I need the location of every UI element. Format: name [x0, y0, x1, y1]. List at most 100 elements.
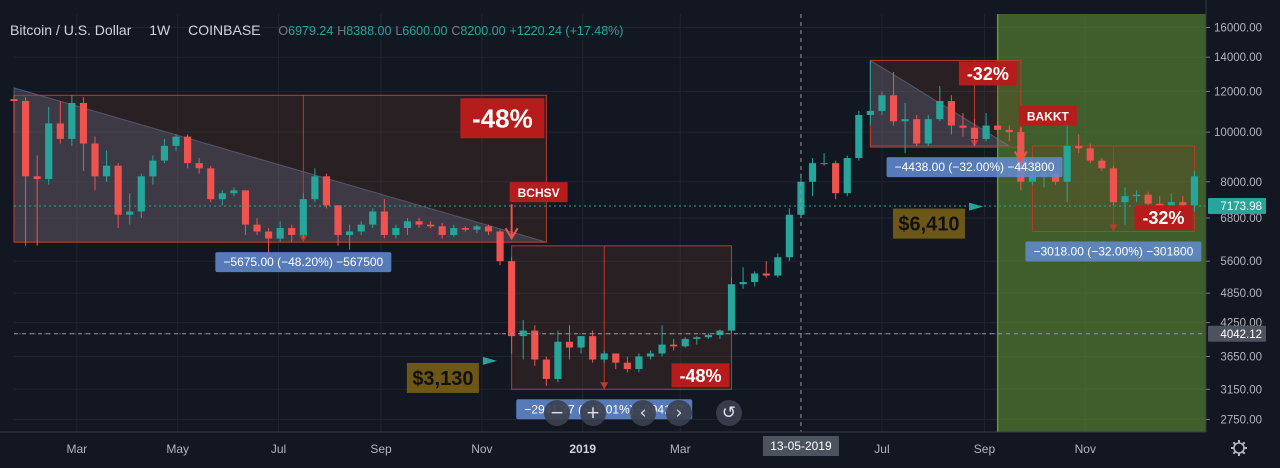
candle[interactable]: [450, 224, 458, 237]
candle[interactable]: [970, 119, 979, 146]
candle[interactable]: [913, 114, 921, 146]
candle[interactable]: [369, 208, 377, 229]
candle[interactable]: [635, 353, 643, 373]
candle[interactable]: [855, 110, 863, 161]
candle[interactable]: [1086, 143, 1094, 164]
candle[interactable]: [762, 261, 770, 278]
candle[interactable]: [114, 163, 122, 229]
candle[interactable]: [982, 112, 990, 142]
candle[interactable]: [33, 155, 41, 246]
candle[interactable]: [565, 325, 574, 360]
candle[interactable]: [612, 353, 620, 370]
candle[interactable]: [403, 217, 412, 235]
candle[interactable]: [218, 190, 226, 206]
candle[interactable]: [160, 138, 169, 164]
candle[interactable]: [1005, 125, 1013, 142]
candle[interactable]: [589, 330, 597, 363]
candle[interactable]: [774, 253, 782, 278]
candle[interactable]: [889, 72, 898, 126]
candle[interactable]: [172, 134, 180, 151]
candle[interactable]: [253, 217, 261, 235]
candle-body: [288, 228, 296, 235]
candle[interactable]: [149, 155, 157, 185]
candle[interactable]: [959, 112, 967, 137]
candle[interactable]: [438, 222, 446, 239]
candle[interactable]: [1075, 134, 1083, 154]
candle[interactable]: [357, 221, 365, 235]
candle[interactable]: [1109, 165, 1118, 206]
candle[interactable]: [288, 224, 296, 243]
candle[interactable]: [427, 221, 435, 229]
candle[interactable]: [994, 121, 1002, 135]
candle[interactable]: [68, 95, 76, 146]
candle[interactable]: [79, 97, 88, 171]
candle[interactable]: [56, 101, 64, 144]
candle[interactable]: [207, 165, 215, 203]
candle[interactable]: [519, 320, 527, 360]
candle[interactable]: [1098, 158, 1106, 171]
candle[interactable]: [241, 190, 250, 235]
zoom-in-button[interactable]: +: [580, 400, 606, 426]
candle[interactable]: [531, 325, 539, 366]
candle[interactable]: [901, 102, 909, 154]
candle[interactable]: [392, 224, 400, 239]
candle[interactable]: [299, 193, 307, 239]
candle[interactable]: [1190, 170, 1199, 212]
candle[interactable]: [542, 356, 550, 386]
candle[interactable]: [473, 224, 481, 234]
candle[interactable]: [681, 337, 689, 348]
candle[interactable]: [91, 136, 99, 191]
candle[interactable]: [1144, 191, 1152, 206]
candle[interactable]: [311, 168, 319, 203]
candle[interactable]: [646, 350, 655, 360]
candle[interactable]: [334, 205, 342, 246]
candle[interactable]: [658, 325, 666, 357]
candle[interactable]: [878, 91, 886, 115]
candle[interactable]: [265, 228, 273, 254]
candle[interactable]: [1063, 123, 1071, 203]
candle[interactable]: [346, 224, 354, 250]
candle[interactable]: [484, 224, 493, 235]
candle[interactable]: [670, 338, 678, 351]
candle[interactable]: [276, 221, 284, 243]
candle[interactable]: [21, 97, 30, 246]
candle[interactable]: [785, 208, 793, 262]
candle[interactable]: [415, 217, 423, 229]
candle[interactable]: [184, 134, 192, 169]
candle[interactable]: [820, 153, 828, 166]
candle[interactable]: [704, 333, 712, 339]
candle[interactable]: [751, 271, 759, 287]
interval[interactable]: 1W: [149, 22, 171, 38]
candle[interactable]: [10, 95, 18, 134]
candle[interactable]: [600, 350, 608, 363]
zoom-out-button[interactable]: −: [544, 400, 570, 426]
reset-chart-button[interactable]: ↺: [716, 400, 742, 426]
candle[interactable]: [322, 173, 331, 209]
candle[interactable]: [623, 356, 631, 373]
candle[interactable]: [195, 158, 203, 174]
candle[interactable]: [739, 267, 747, 289]
candle[interactable]: [727, 277, 736, 334]
candle[interactable]: [843, 155, 851, 197]
candle[interactable]: [137, 173, 145, 218]
candle[interactable]: [102, 150, 111, 182]
candle[interactable]: [808, 158, 817, 197]
candle[interactable]: [230, 187, 238, 197]
candle[interactable]: [461, 226, 469, 232]
candle[interactable]: [554, 330, 562, 383]
candle[interactable]: [693, 336, 701, 345]
candle[interactable]: [508, 257, 516, 354]
candle[interactable]: [496, 229, 504, 266]
candle[interactable]: [1132, 190, 1141, 203]
candle[interactable]: [924, 114, 932, 146]
candle[interactable]: [126, 193, 134, 225]
candle[interactable]: [577, 336, 585, 354]
scroll-right-button[interactable]: ›: [666, 400, 692, 426]
candle[interactable]: [936, 86, 944, 122]
candle[interactable]: [866, 60, 874, 126]
scroll-left-button[interactable]: ‹: [630, 400, 656, 426]
candle[interactable]: [947, 95, 955, 135]
candle[interactable]: [832, 160, 840, 200]
candle[interactable]: [45, 106, 53, 185]
